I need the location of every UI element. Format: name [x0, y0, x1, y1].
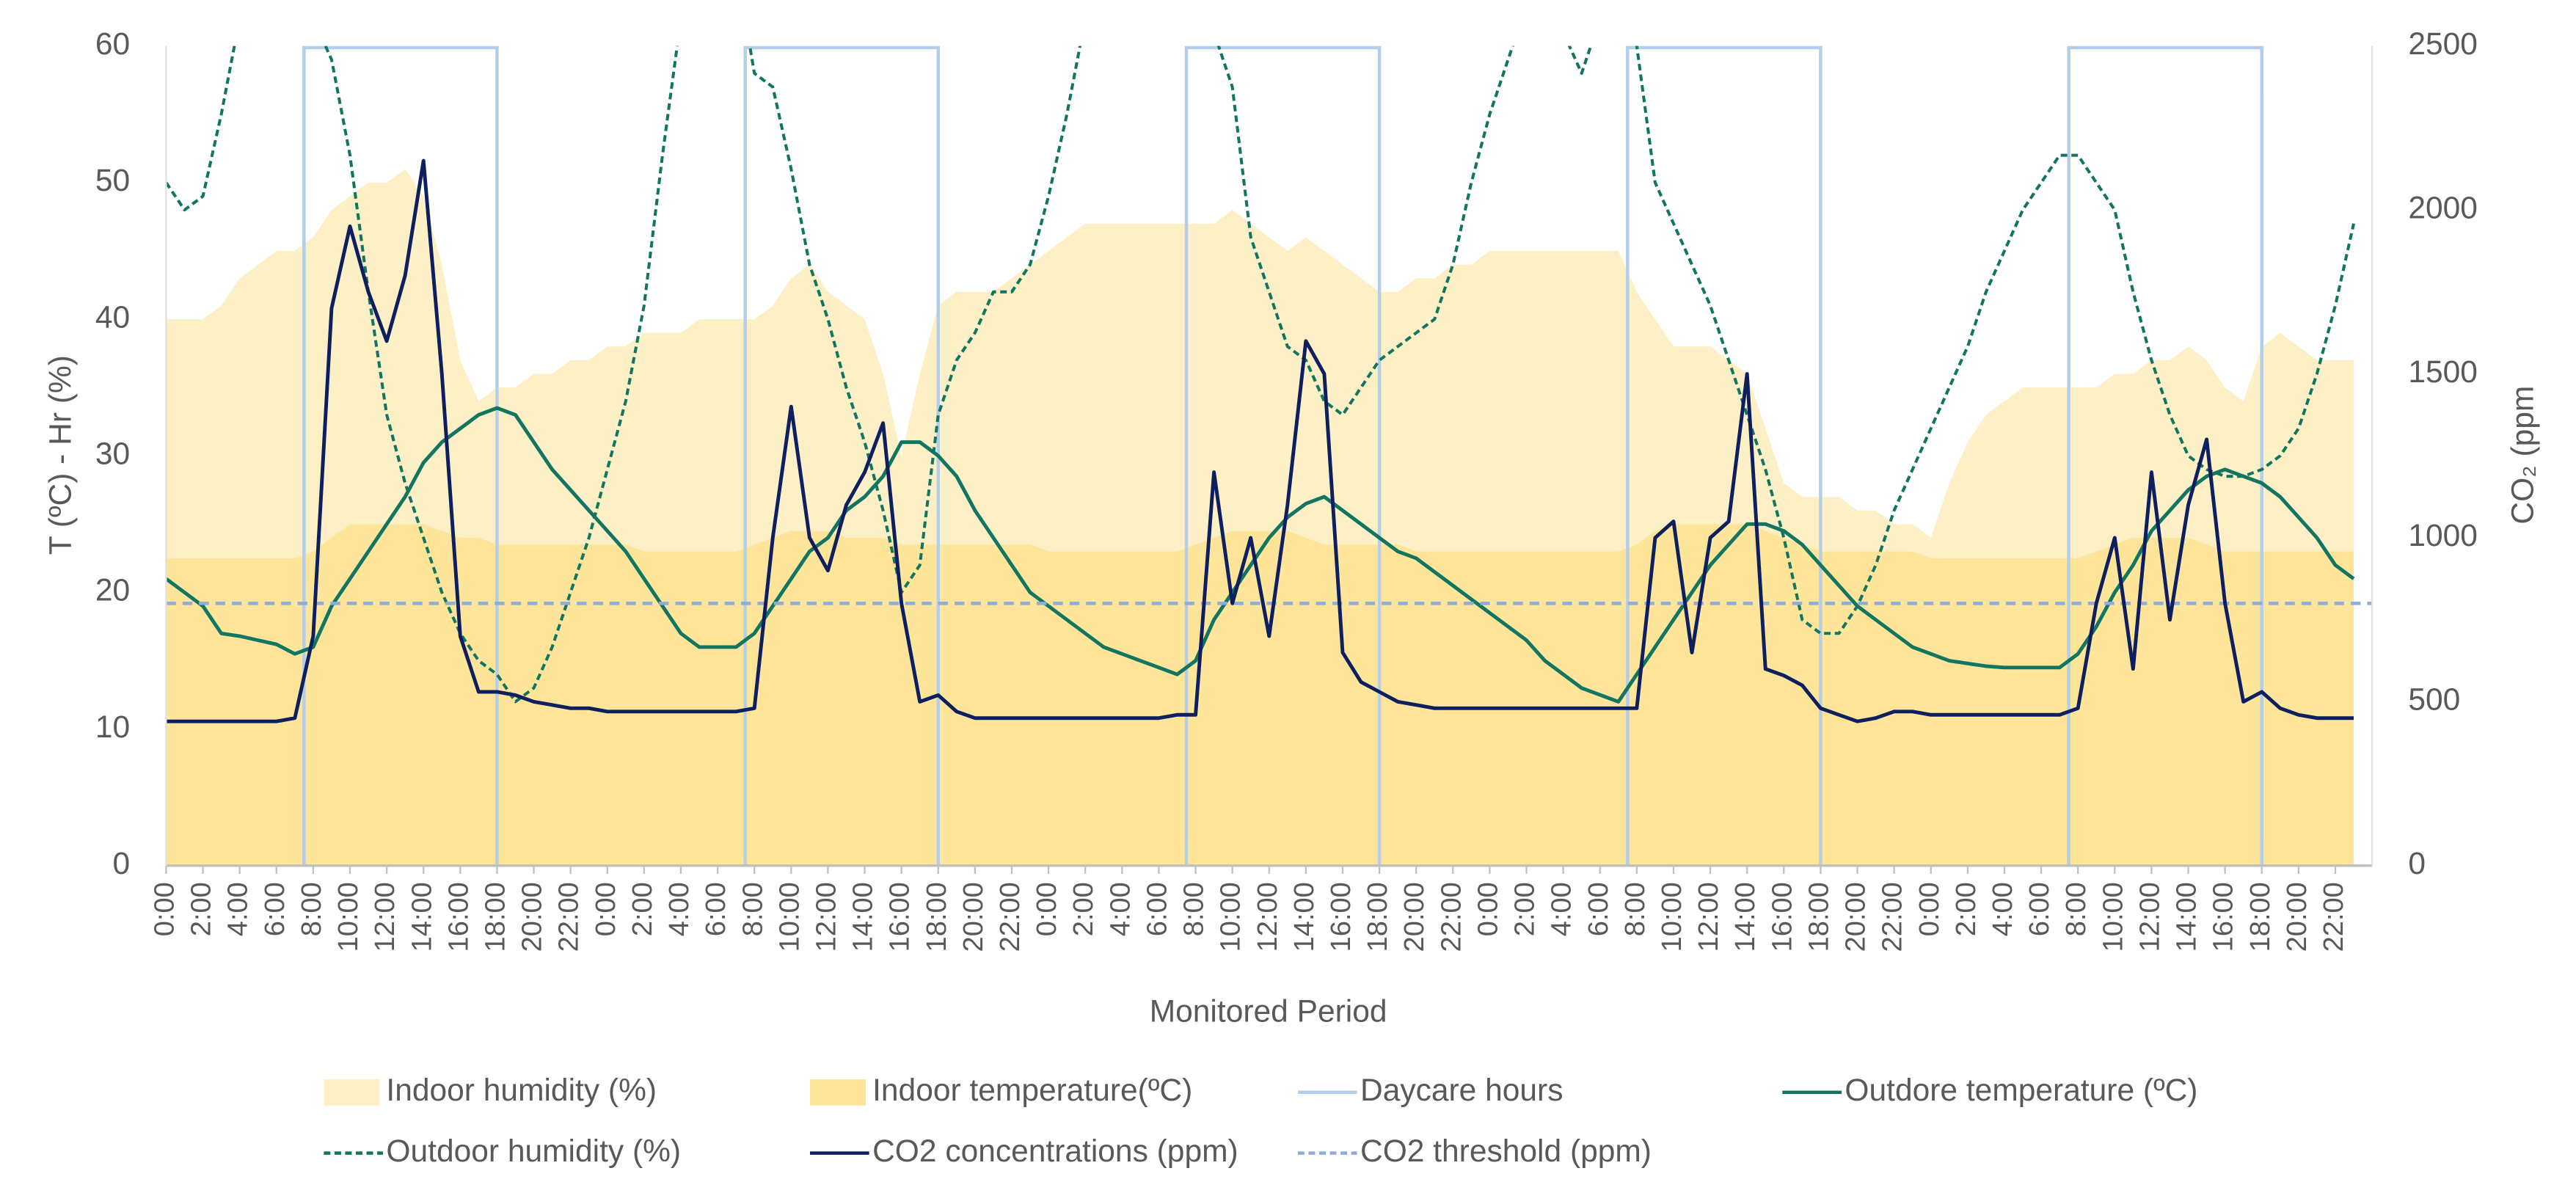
x-tick-label: 20:00: [517, 882, 548, 952]
legend-swatch: [810, 1079, 866, 1106]
x-tick-label: 14:00: [406, 882, 437, 952]
daycare-span: [1626, 45, 1822, 866]
x-tick-label: 18:00: [922, 882, 952, 952]
y-tick-label: 20: [95, 573, 130, 608]
legend-label: Outdoor humidity (%): [386, 1134, 681, 1169]
y2-tick-label: 1500: [2408, 354, 2478, 390]
x-tick-label: 22:00: [995, 882, 1026, 952]
y2-tick-label: 500: [2408, 682, 2460, 718]
legend-label: Daycare hours: [1360, 1073, 1563, 1108]
y2-axis-title: CO₂ (ppm: [2506, 386, 2541, 525]
x-tick-label: 16:00: [885, 882, 916, 952]
y2-tick-label: 2000: [2408, 190, 2478, 225]
x-tick-label: 14:00: [2172, 882, 2203, 952]
x-tick-label: 8:00: [1620, 882, 1651, 936]
legend-label: Indoor temperature(ºC): [872, 1073, 1192, 1108]
x-tick-label: 20:00: [1399, 882, 1430, 952]
line: [166, 45, 2355, 704]
x-tick-label: 0:00: [1032, 882, 1062, 936]
x-tick-label: 14:00: [1730, 882, 1761, 952]
plot-area: [166, 45, 2373, 866]
x-tick-label: 2:00: [1510, 882, 1541, 936]
x-tick-label: 22:00: [2318, 882, 2349, 952]
x-tick-label: 18:00: [480, 882, 511, 952]
x-tick-label: 20:00: [958, 882, 989, 952]
x-tick-label: 22:00: [554, 882, 585, 952]
x-tick-label: 6:00: [1583, 882, 1614, 936]
y2-tick-label: 0: [2408, 846, 2426, 881]
y-tick-label: 60: [95, 26, 130, 62]
y-tick-label: 0: [113, 846, 131, 881]
x-tick-label: 4:00: [1547, 882, 1577, 936]
daycare-span: [1184, 45, 1382, 866]
x-tick-label: 8:00: [296, 882, 327, 936]
x-tick-label: 2:00: [1068, 882, 1099, 936]
x-tick-label: 2:00: [1951, 882, 1982, 936]
x-tick-label: 0:00: [149, 882, 180, 936]
x-tick-label: 8:00: [737, 882, 768, 936]
legend-label: Outdore temperature (ºC): [1845, 1073, 2197, 1108]
x-tick-label: 18:00: [1362, 882, 1393, 952]
x-tick-label: 4:00: [223, 882, 254, 936]
x-tick-label: 2:00: [627, 882, 658, 936]
y-tick-label: 30: [95, 436, 130, 471]
x-tick-label: 14:00: [848, 882, 879, 952]
x-tick-label: 16:00: [1767, 882, 1798, 952]
line: [166, 158, 2354, 723]
x-tick-label: 8:00: [1179, 882, 1210, 936]
daycare-span: [2067, 45, 2263, 866]
x-tick-label: 4:00: [1105, 882, 1136, 936]
x-tick-label: 6:00: [260, 882, 291, 936]
x-tick-label: 10:00: [1657, 882, 1687, 952]
x-tick-label: 6:00: [2024, 882, 2055, 936]
legend-label: Indoor humidity (%): [386, 1073, 657, 1108]
x-tick-label: 20:00: [2282, 882, 2313, 952]
x-tick-label: 0:00: [1914, 882, 1945, 936]
x-tick-label: 22:00: [1878, 882, 1908, 952]
x-tick-label: 6:00: [1142, 882, 1172, 936]
x-tick-label: 12:00: [370, 882, 401, 952]
line: [166, 406, 2355, 704]
x-axis-title: Monitored Period: [1150, 994, 1387, 1029]
x-tick-label: 12:00: [811, 882, 842, 952]
area: [166, 524, 2354, 866]
x-tick-label: 10:00: [333, 882, 364, 952]
x-tick-label: 4:00: [664, 882, 695, 936]
x-tick-label: 10:00: [774, 882, 805, 952]
x-tick-label: 10:00: [2098, 882, 2128, 952]
x-tick-label: 8:00: [2061, 882, 2092, 936]
y-axis-title: T (ºC) - Hr (%): [43, 355, 79, 555]
x-tick-label: 4:00: [1988, 882, 2018, 936]
x-tick-label: 22:00: [1436, 882, 1467, 952]
x-tick-label: 16:00: [1326, 882, 1357, 952]
x-tick-label: 20:00: [1841, 882, 1872, 952]
legend-label: CO2 concentrations (ppm): [872, 1134, 1238, 1169]
x-tick-label: 12:00: [1252, 882, 1283, 952]
x-tick-label: 10:00: [1216, 882, 1247, 952]
x-tick-label: 16:00: [2208, 882, 2239, 952]
x-tick-label: 18:00: [1803, 882, 1834, 952]
y2-tick-label: 2500: [2408, 26, 2478, 62]
legend-swatch: [324, 1079, 380, 1106]
x-tick-label: 12:00: [1693, 882, 1724, 952]
y-tick-label: 10: [95, 709, 130, 745]
x-tick-label: 2:00: [186, 882, 217, 936]
x-tick-label: 0:00: [1473, 882, 1503, 936]
y-tick-label: 50: [95, 163, 130, 198]
x-tick-label: 6:00: [701, 882, 731, 936]
x-tick-label: 0:00: [591, 882, 621, 936]
daycare-span: [302, 45, 499, 866]
y2-tick-label: 1000: [2408, 518, 2478, 553]
y-tick-label: 40: [95, 299, 130, 335]
legend-label: CO2 threshold (ppm): [1360, 1134, 1652, 1169]
x-tick-label: 12:00: [2134, 882, 2165, 952]
x-tick-label: 16:00: [443, 882, 474, 952]
x-tick-label: 18:00: [2245, 882, 2276, 952]
x-tick-label: 14:00: [1289, 882, 1320, 952]
